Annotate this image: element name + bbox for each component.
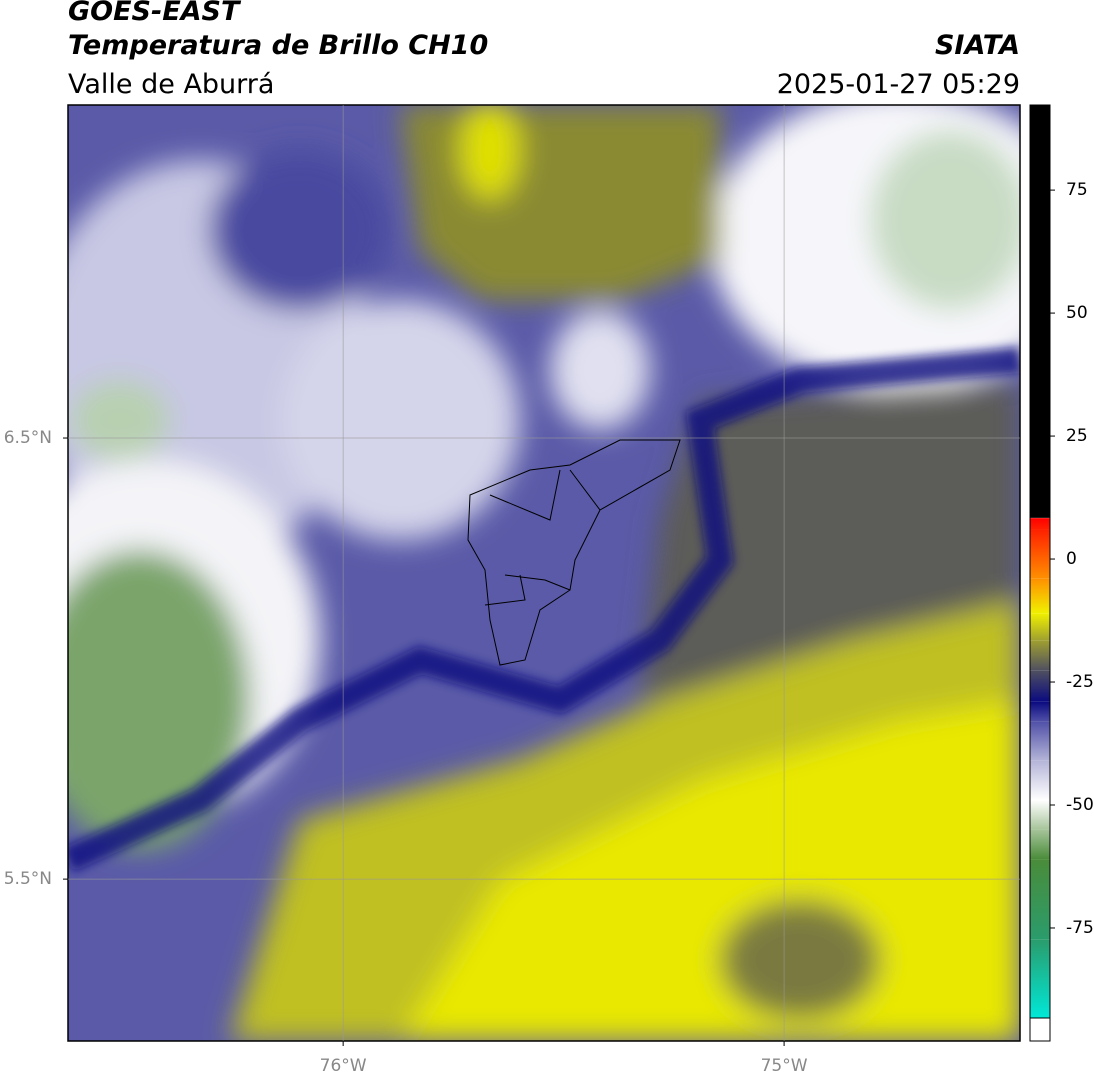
colorbar-segment xyxy=(1030,721,1050,761)
colorbar-segment xyxy=(1030,518,1050,530)
colorbar-segment xyxy=(1030,670,1050,702)
colorbar-tick-label: 75 xyxy=(1066,180,1088,200)
colorbar-segment xyxy=(1030,939,1050,1018)
colorbar-segment xyxy=(1030,760,1050,801)
colorbar-segment xyxy=(1030,800,1050,830)
y-tick-label: 6.5°N xyxy=(4,428,52,448)
colorbar-tick-label: -50 xyxy=(1066,795,1094,815)
colorbar-segment xyxy=(1030,529,1050,579)
subtitle: Temperatura de Brillo CH10 xyxy=(68,30,488,61)
map-image xyxy=(68,105,1020,1041)
source: SIATA xyxy=(935,30,1020,61)
x-tick-label: 75°W xyxy=(761,1056,808,1076)
region: Valle de Aburrá xyxy=(68,69,274,100)
colorbar-frame xyxy=(1029,104,1051,1019)
colorbar-segment xyxy=(1030,701,1050,722)
title: GOES-EAST xyxy=(68,0,242,27)
x-tick-label: 76°W xyxy=(320,1056,367,1076)
colorbar-segment xyxy=(1030,105,1050,518)
colorbar-tick-label: -25 xyxy=(1066,672,1094,692)
colorbar-tick-label: -75 xyxy=(1066,918,1094,938)
colorbar-extension xyxy=(1029,1017,1051,1042)
y-tick-label: 5.5°N xyxy=(4,869,52,889)
colorbar-segment xyxy=(1030,859,1050,940)
colorbar-segment xyxy=(1030,829,1050,860)
colorbar-segment xyxy=(1030,578,1050,614)
colorbar-segment xyxy=(1030,640,1050,671)
colorbar-tick-label: 0 xyxy=(1066,549,1077,569)
colorbar-tick-label: 50 xyxy=(1066,303,1088,323)
colorbar-tick-label: 25 xyxy=(1066,426,1088,446)
datetime: 2025-01-27 05:29 xyxy=(777,69,1020,100)
map-frame xyxy=(67,104,1021,1042)
colorbar-segment xyxy=(1030,613,1050,641)
